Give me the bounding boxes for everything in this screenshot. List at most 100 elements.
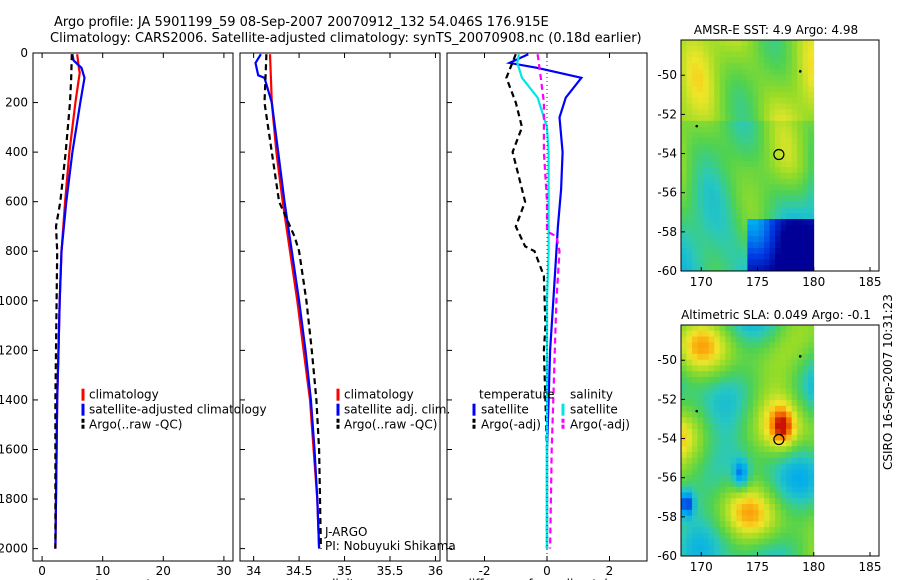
map-cell — [747, 394, 754, 401]
map-cell — [780, 259, 787, 266]
map-cell — [681, 475, 687, 482]
map-cell — [791, 161, 798, 168]
map-cell — [763, 207, 770, 214]
map-cell — [808, 359, 815, 366]
map-cell — [786, 515, 793, 522]
map-cell — [775, 143, 781, 151]
legend-label: Argo(..raw -QC) — [89, 418, 182, 432]
map-cell — [791, 126, 798, 133]
map-cell — [747, 161, 754, 168]
map-cell — [797, 330, 804, 337]
map-cell — [692, 538, 698, 545]
map-cell — [791, 265, 798, 272]
map-cell — [708, 446, 715, 453]
map-cell — [769, 336, 776, 343]
map-cell — [730, 195, 737, 203]
map-cell — [808, 132, 815, 139]
map-cell — [769, 213, 776, 220]
map-cell — [741, 359, 748, 366]
map-cell — [752, 74, 759, 81]
map-cell — [780, 371, 787, 378]
map-cell — [692, 509, 698, 516]
map-cell — [703, 86, 710, 93]
map-cell — [714, 446, 721, 453]
map-cell — [791, 201, 798, 208]
map-cell — [758, 504, 765, 511]
map-cell — [780, 91, 787, 99]
map-cell — [708, 400, 715, 407]
map-cell — [730, 86, 737, 93]
map-cell — [758, 440, 765, 447]
map-cell — [686, 538, 693, 545]
map-cell — [736, 382, 743, 389]
map-cell — [763, 423, 770, 430]
map-cell — [681, 469, 687, 476]
map-cell — [708, 434, 715, 441]
x-tick-label: 175 — [746, 275, 769, 289]
map-cell — [758, 498, 765, 505]
x-axis-label: temperature — [95, 577, 170, 580]
y-tick-label: 1600 — [0, 442, 28, 456]
map-cell — [747, 417, 754, 424]
map-cell — [686, 353, 693, 361]
map-cell — [714, 91, 721, 99]
map-cell — [681, 492, 687, 499]
map-cell — [747, 492, 754, 499]
map-cell — [697, 486, 704, 493]
map-cell — [758, 63, 765, 70]
map-cell — [725, 74, 732, 81]
map-cell — [758, 97, 765, 104]
map-cell — [747, 475, 754, 482]
map-cell — [719, 213, 726, 220]
map-cell — [714, 45, 721, 52]
map-cell — [802, 80, 809, 87]
map-cell — [730, 138, 737, 145]
map-cell — [714, 201, 721, 208]
map-cell — [714, 388, 721, 395]
map-cell — [686, 527, 693, 534]
map-cell — [786, 190, 793, 197]
map-cell — [730, 190, 737, 197]
map-cell — [752, 434, 759, 441]
map-cell — [791, 190, 798, 197]
map-cell — [802, 51, 809, 58]
map-cell — [780, 521, 787, 528]
map-cell — [708, 265, 715, 272]
map-cell — [797, 265, 804, 272]
map-cell — [747, 253, 754, 260]
map-cell — [719, 132, 726, 139]
map-cell — [725, 40, 732, 47]
map-cell — [747, 411, 754, 418]
map-cell — [786, 57, 793, 64]
map-cell — [686, 498, 693, 505]
map-cell — [752, 446, 759, 453]
map-cell — [708, 224, 715, 231]
map-cell — [697, 86, 704, 93]
map-cell — [797, 475, 804, 482]
map-cell — [797, 388, 804, 395]
series-line-2 — [54, 54, 73, 549]
map-cell — [686, 236, 693, 243]
map-cell — [681, 132, 687, 139]
map-cell — [697, 132, 704, 139]
map-cell — [686, 259, 693, 266]
map-cell — [758, 178, 765, 185]
map-cell — [797, 376, 804, 384]
map-cell — [714, 521, 721, 528]
map-cell — [736, 342, 743, 349]
map-cell — [741, 353, 748, 361]
map-cell — [763, 452, 770, 459]
map-cell — [791, 207, 798, 214]
map-cell — [719, 388, 726, 395]
map-cell — [791, 446, 798, 453]
map-cell — [791, 457, 798, 465]
map-cell — [681, 452, 687, 459]
map-cell — [730, 242, 737, 249]
map-cell — [708, 120, 715, 128]
map-cell — [736, 457, 743, 465]
map-cell — [775, 405, 781, 413]
map-cell — [692, 195, 698, 203]
map-cell — [708, 68, 715, 76]
